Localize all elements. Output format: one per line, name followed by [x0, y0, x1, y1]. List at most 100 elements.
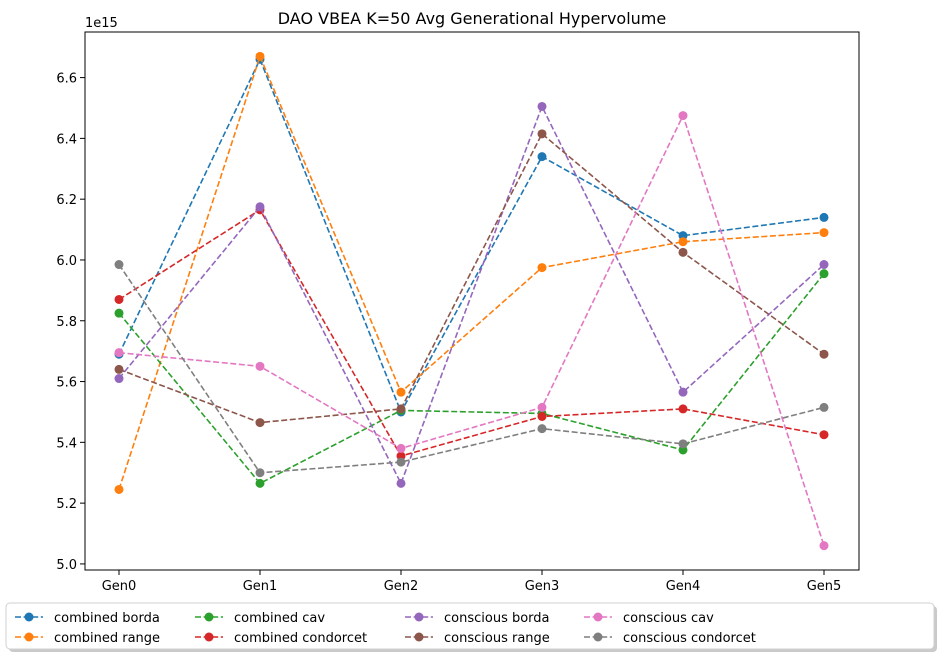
data-point — [537, 412, 547, 422]
y-tick-label: 6.4 — [56, 132, 77, 147]
data-point — [819, 430, 829, 440]
series-layer — [114, 51, 829, 551]
series-combined-borda — [114, 54, 829, 417]
data-point — [255, 361, 265, 371]
legend-item: combined borda — [15, 611, 160, 626]
y-tick-label: 5.2 — [56, 497, 77, 512]
series-conscious-condorcet — [114, 260, 829, 478]
data-point — [537, 129, 547, 139]
x-tick-label: Gen3 — [525, 579, 560, 594]
series-conscious-range — [114, 129, 829, 428]
y-tick-label: 6.0 — [56, 254, 77, 269]
legend-marker — [24, 612, 34, 622]
legend-label: combined borda — [54, 611, 160, 626]
data-point — [678, 439, 688, 449]
legend-label: combined cav — [234, 611, 325, 626]
data-point — [678, 237, 688, 247]
data-point — [537, 101, 547, 111]
series-combined-condorcet — [114, 205, 829, 461]
data-point — [537, 152, 547, 162]
legend-marker — [593, 632, 603, 642]
legend-label: combined condorcet — [234, 631, 367, 646]
data-point — [819, 260, 829, 270]
legend-item: conscious cav — [584, 611, 714, 626]
data-point — [255, 202, 265, 212]
legend-marker — [593, 612, 603, 622]
data-point — [114, 294, 124, 304]
legend-marker — [24, 632, 34, 642]
data-point — [678, 111, 688, 121]
legend-item: combined range — [15, 631, 160, 646]
x-tick-label: Gen5 — [807, 579, 842, 594]
series-conscious-borda — [114, 101, 829, 488]
data-point — [396, 443, 406, 453]
legend-marker — [204, 632, 214, 642]
x-tick-label: Gen1 — [243, 579, 278, 594]
data-point — [819, 402, 829, 412]
data-point — [537, 402, 547, 412]
legend-label: combined range — [54, 631, 160, 646]
data-point — [396, 478, 406, 488]
data-point — [678, 247, 688, 257]
legend-item: conscious condorcet — [584, 631, 756, 646]
data-point — [537, 424, 547, 434]
series-line — [118, 273, 825, 485]
data-point — [396, 457, 406, 467]
chart-title: DAO VBEA K=50 Avg Generational Hypervolu… — [278, 9, 666, 28]
legend-marker — [204, 612, 214, 622]
data-point — [114, 484, 124, 494]
y-tick-label: 5.4 — [56, 436, 77, 451]
y-tick-label: 5.6 — [56, 376, 77, 391]
series-line — [118, 54, 825, 490]
data-point — [114, 364, 124, 374]
data-point — [678, 404, 688, 414]
data-point — [114, 374, 124, 384]
legend-item: conscious range — [405, 631, 550, 646]
data-point — [819, 228, 829, 238]
data-point — [678, 387, 688, 397]
plot-area — [84, 31, 860, 571]
data-point — [114, 348, 124, 358]
data-point — [819, 269, 829, 279]
data-point — [255, 418, 265, 428]
y-tick-label: 5.8 — [56, 315, 77, 330]
x-tick-label: Gen2 — [384, 579, 419, 594]
legend-label: conscious borda — [444, 611, 550, 626]
series-line — [118, 104, 825, 486]
data-point — [396, 387, 406, 397]
legend: combined borda combined range combined cav… — [5, 602, 937, 652]
data-point — [114, 308, 124, 318]
y-tick-label: 5.0 — [56, 558, 77, 573]
x-tick-label: Gen4 — [666, 579, 701, 594]
legend-marker — [414, 612, 424, 622]
data-point — [255, 51, 265, 61]
y-tick-label: 6.2 — [56, 193, 77, 208]
x-tick-label: Gen0 — [102, 579, 137, 594]
legend-label: conscious cav — [623, 611, 714, 626]
legend-item: combined condorcet — [195, 631, 367, 646]
legend-item: conscious borda — [405, 611, 550, 626]
legend-label: conscious range — [444, 631, 550, 646]
legend-item: combined cav — [195, 611, 325, 626]
data-point — [537, 263, 547, 273]
series-line — [118, 57, 825, 414]
data-point — [255, 478, 265, 488]
data-point — [819, 212, 829, 222]
series-line — [118, 264, 825, 474]
series-combined-cav — [114, 269, 829, 488]
data-point — [114, 260, 124, 270]
data-point — [819, 541, 829, 551]
data-point — [255, 468, 265, 478]
series-combined-range — [114, 51, 829, 494]
legend-box — [5, 602, 935, 650]
data-point — [396, 404, 406, 414]
y-tick-label: 6.6 — [56, 72, 77, 87]
y-offset-label: 1e15 — [85, 16, 118, 31]
series-conscious-cav — [114, 111, 829, 551]
series-line — [118, 208, 825, 457]
legend-label: conscious condorcet — [623, 631, 756, 646]
axes: 5.0 5.2 5.4 5.6 5.8 6.0 6.2 6.4 6.6 Gen0 Gen1 Gen2 G… — [56, 72, 841, 594]
legend-marker — [414, 632, 424, 642]
data-point — [819, 349, 829, 359]
